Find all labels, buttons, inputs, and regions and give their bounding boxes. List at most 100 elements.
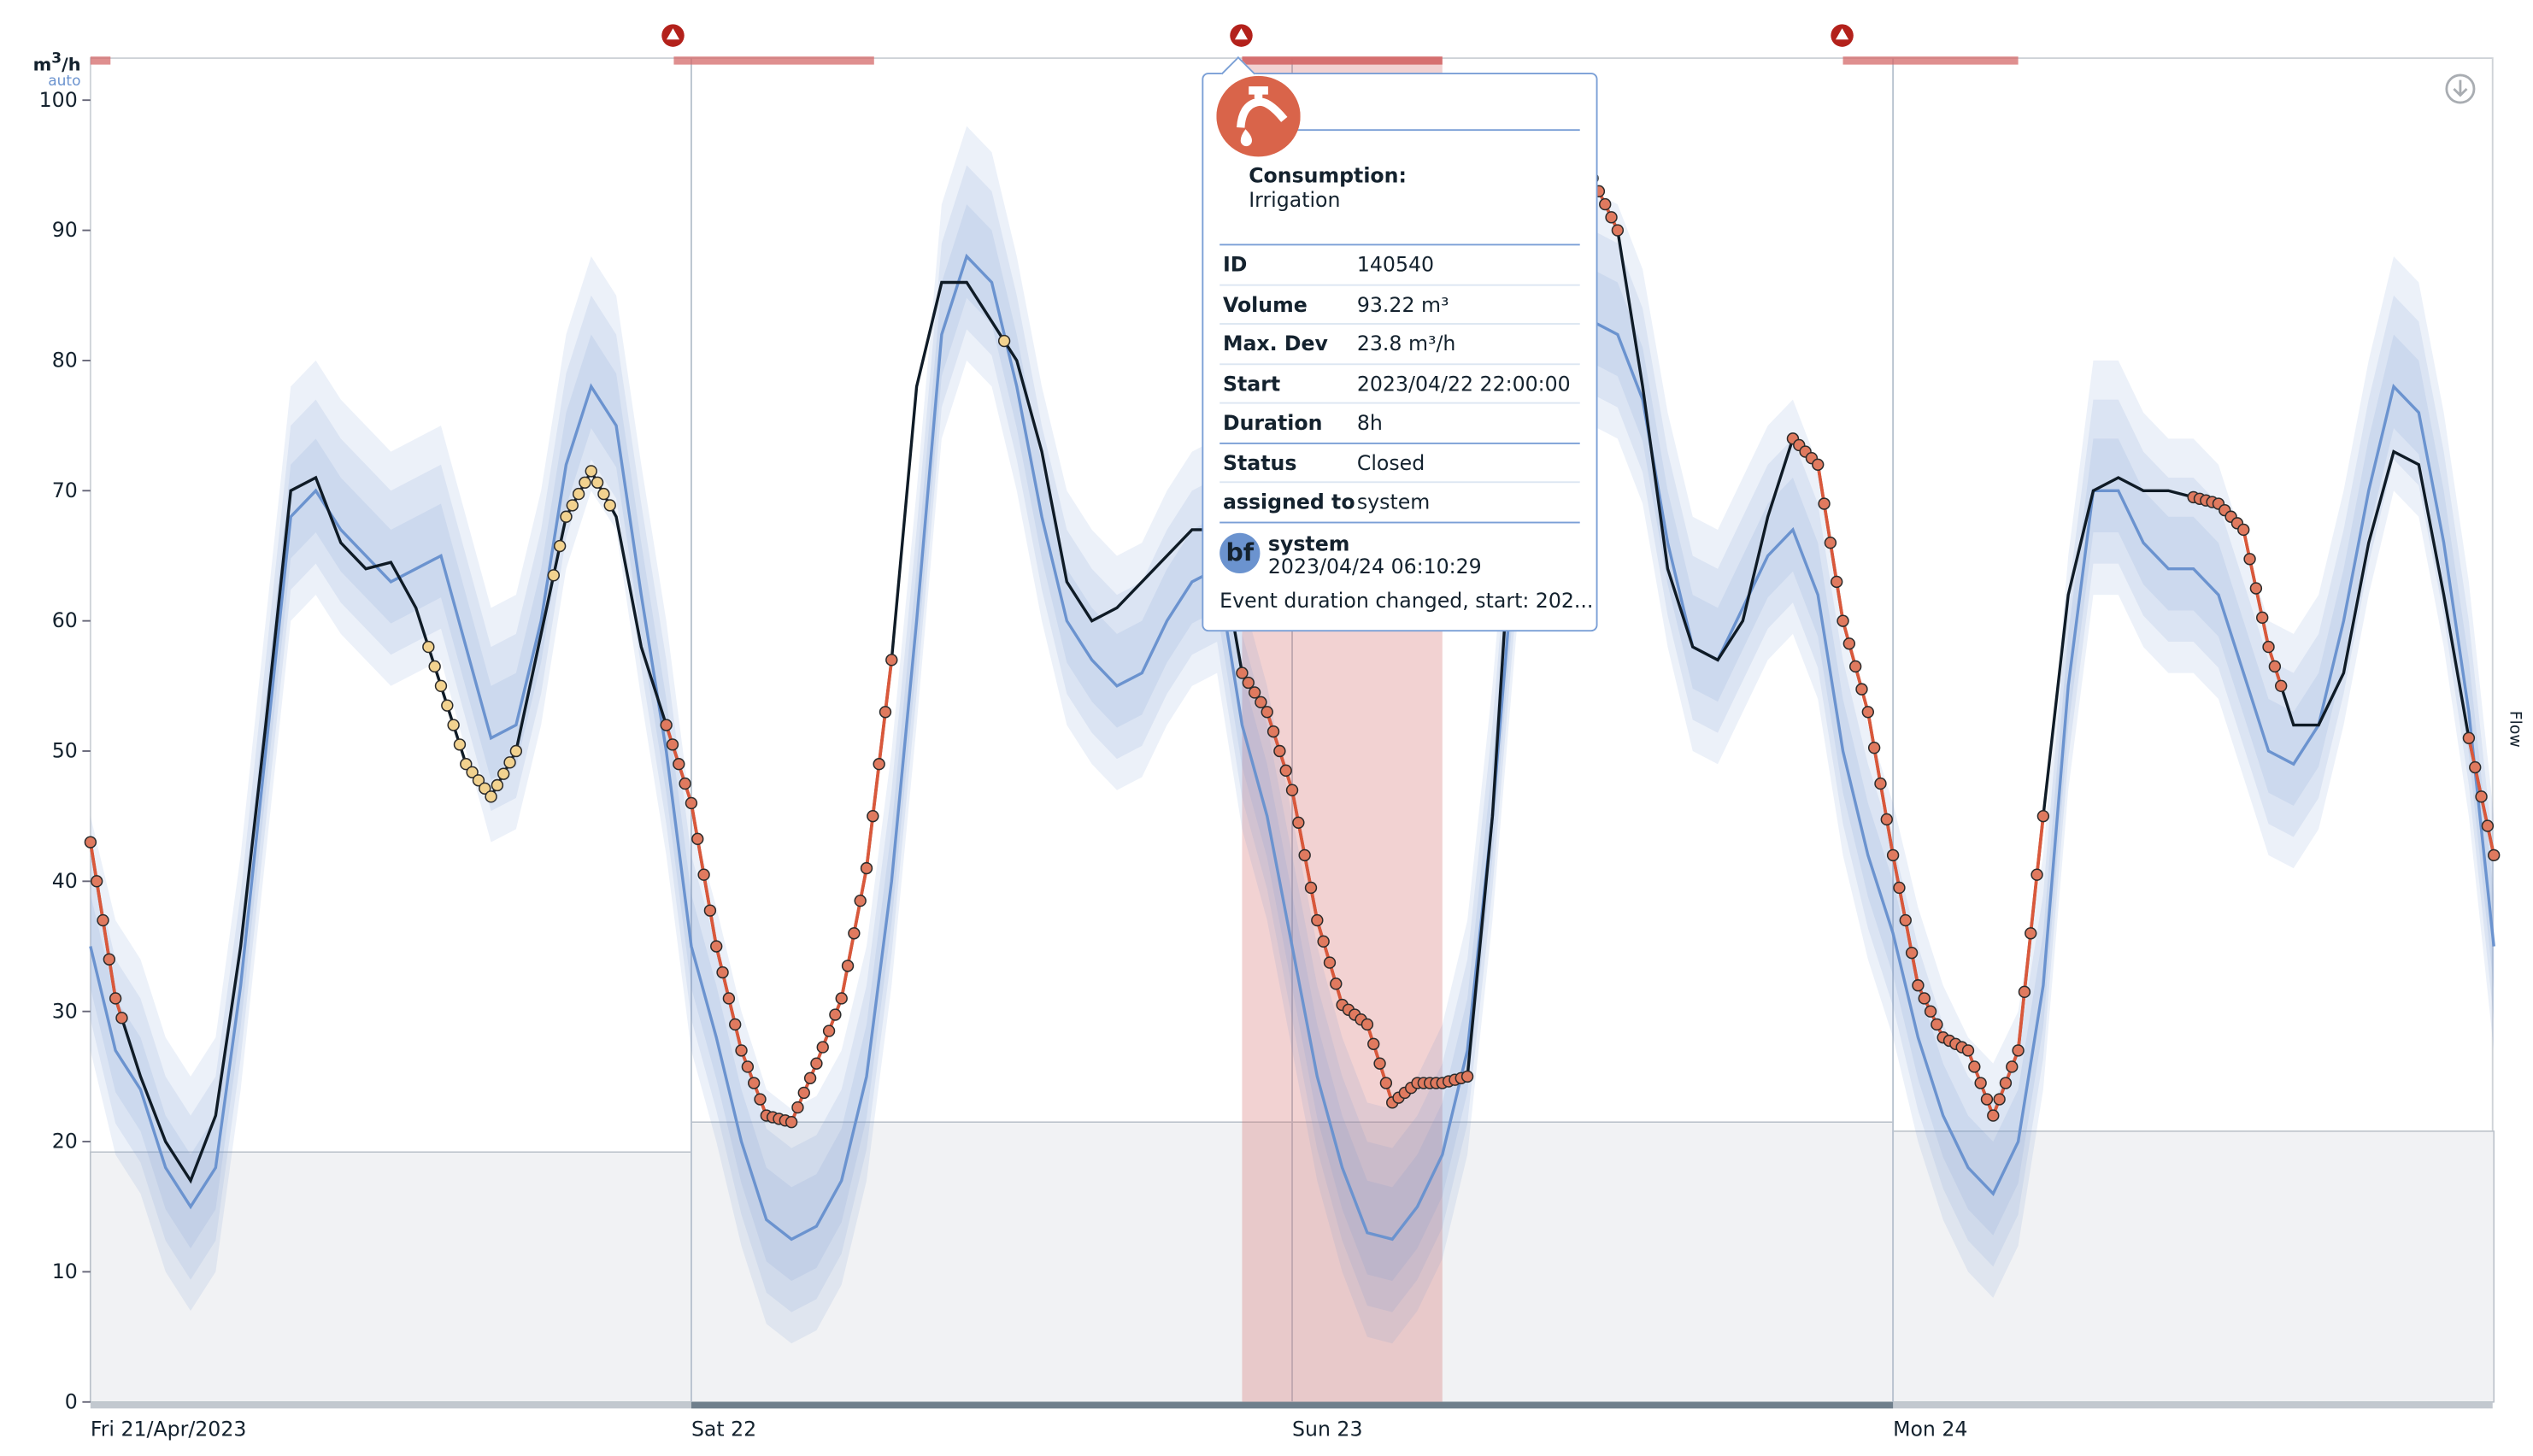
event-bar[interactable]	[90, 56, 111, 65]
anomaly-point[interactable]	[1599, 197, 1612, 211]
anomaly-point[interactable]	[803, 1071, 817, 1084]
anomaly-point[interactable]	[1918, 992, 1931, 1005]
download-icon[interactable]	[2444, 73, 2477, 105]
anomaly-point[interactable]	[679, 777, 691, 790]
anomaly-point[interactable]	[822, 1024, 836, 1037]
anomaly-point[interactable]	[1298, 848, 1311, 862]
anomaly-point[interactable]	[854, 895, 867, 907]
warning-point[interactable]	[491, 778, 504, 792]
anomaly-point[interactable]	[860, 861, 873, 875]
anomaly-point[interactable]	[1373, 1057, 1386, 1070]
anomaly-point[interactable]	[1874, 777, 1887, 790]
anomaly-point[interactable]	[109, 992, 122, 1005]
anomaly-point[interactable]	[1266, 725, 1280, 738]
warning-point[interactable]	[472, 774, 485, 787]
anomaly-point[interactable]	[2243, 553, 2256, 566]
warning-point[interactable]	[453, 738, 467, 751]
anomaly-point[interactable]	[2488, 848, 2501, 862]
anomaly-point[interactable]	[1460, 1070, 1474, 1083]
anomaly-point[interactable]	[1824, 537, 1837, 549]
anomaly-point[interactable]	[666, 738, 679, 751]
anomaly-point[interactable]	[848, 927, 861, 940]
anomaly-point[interactable]	[1987, 1109, 2000, 1122]
anomaly-point[interactable]	[2469, 760, 2482, 774]
anomaly-point[interactable]	[2006, 1060, 2019, 1073]
anomaly-point[interactable]	[741, 1060, 755, 1073]
anomaly-point[interactable]	[1255, 696, 1267, 709]
anomaly-point[interactable]	[1279, 764, 1292, 778]
anomaly-point[interactable]	[797, 1086, 810, 1100]
anomaly-point[interactable]	[879, 706, 892, 719]
anomaly-point[interactable]	[1611, 224, 1625, 237]
anomaly-point[interactable]	[2256, 611, 2269, 625]
warning-point[interactable]	[509, 744, 523, 758]
warning-point[interactable]	[591, 476, 604, 489]
anomaly-point[interactable]	[2018, 985, 2031, 999]
anomaly-point[interactable]	[2025, 927, 2037, 940]
anomaly-point[interactable]	[2268, 660, 2282, 673]
anomaly-point[interactable]	[2262, 640, 2275, 654]
anomaly-point[interactable]	[1242, 676, 1255, 690]
anomaly-point[interactable]	[729, 1018, 742, 1031]
anomaly-point[interactable]	[1818, 497, 1831, 510]
anomaly-point[interactable]	[1605, 211, 1618, 224]
warning-point[interactable]	[503, 756, 516, 769]
anomaly-point[interactable]	[1899, 913, 1912, 927]
anomaly-point[interactable]	[1974, 1077, 1987, 1089]
event-bar[interactable]	[1242, 56, 1443, 65]
anomaly-point[interactable]	[1330, 978, 1343, 990]
event-bar[interactable]	[1842, 56, 2019, 65]
warning-point[interactable]	[479, 782, 491, 795]
anomaly-point[interactable]	[1931, 1018, 1943, 1031]
anomaly-point[interactable]	[1367, 1037, 1380, 1050]
anomaly-point[interactable]	[2475, 790, 2488, 803]
anomaly-point[interactable]	[115, 1012, 128, 1024]
anomaly-point[interactable]	[816, 1041, 829, 1054]
anomaly-point[interactable]	[84, 836, 97, 848]
warning-point[interactable]	[603, 499, 616, 512]
anomaly-point[interactable]	[873, 758, 885, 771]
warning-point[interactable]	[585, 465, 597, 478]
anomaly-point[interactable]	[1323, 956, 1337, 969]
warning-point[interactable]	[460, 758, 473, 771]
anomaly-point[interactable]	[1273, 744, 1286, 758]
event-bar[interactable]	[673, 56, 874, 65]
event-marker-icon[interactable]	[1831, 24, 1854, 47]
anomaly-point[interactable]	[810, 1057, 823, 1070]
warning-point[interactable]	[547, 569, 561, 582]
anomaly-point[interactable]	[1248, 686, 1261, 699]
anomaly-point[interactable]	[1837, 614, 1849, 627]
warning-point[interactable]	[553, 539, 567, 553]
anomaly-point[interactable]	[1379, 1077, 1393, 1089]
anomaly-point[interactable]	[2237, 523, 2250, 537]
anomaly-point[interactable]	[2462, 731, 2476, 744]
anomaly-point[interactable]	[2481, 819, 2495, 832]
anomaly-point[interactable]	[1980, 1093, 1994, 1106]
anomaly-point[interactable]	[785, 1116, 798, 1129]
anomaly-point[interactable]	[1361, 1018, 1374, 1031]
anomaly-point[interactable]	[2036, 809, 2050, 823]
anomaly-point[interactable]	[1812, 458, 1825, 471]
anomaly-point[interactable]	[685, 796, 698, 810]
anomaly-point[interactable]	[1285, 784, 1299, 796]
event-marker-icon[interactable]	[661, 24, 685, 47]
warning-point[interactable]	[466, 766, 479, 778]
anomaly-point[interactable]	[791, 1101, 804, 1114]
warning-point[interactable]	[566, 499, 579, 512]
warning-point[interactable]	[447, 719, 460, 731]
event-marker-icon[interactable]	[1230, 24, 1253, 47]
warning-point[interactable]	[997, 334, 1011, 348]
anomaly-point[interactable]	[1924, 1005, 1937, 1018]
anomaly-point[interactable]	[2275, 679, 2288, 692]
anomaly-point[interactable]	[1961, 1044, 1975, 1057]
anomaly-point[interactable]	[1848, 660, 1862, 673]
anomaly-point[interactable]	[735, 1044, 748, 1057]
warning-point[interactable]	[560, 510, 573, 523]
anomaly-point[interactable]	[691, 832, 704, 846]
y-axis-scale-mode[interactable]: auto	[48, 73, 81, 91]
anomaly-point[interactable]	[697, 868, 710, 881]
warning-point[interactable]	[597, 487, 610, 501]
anomaly-point[interactable]	[1993, 1093, 2006, 1106]
anomaly-point[interactable]	[1880, 813, 1893, 826]
anomaly-point[interactable]	[1855, 683, 1868, 696]
